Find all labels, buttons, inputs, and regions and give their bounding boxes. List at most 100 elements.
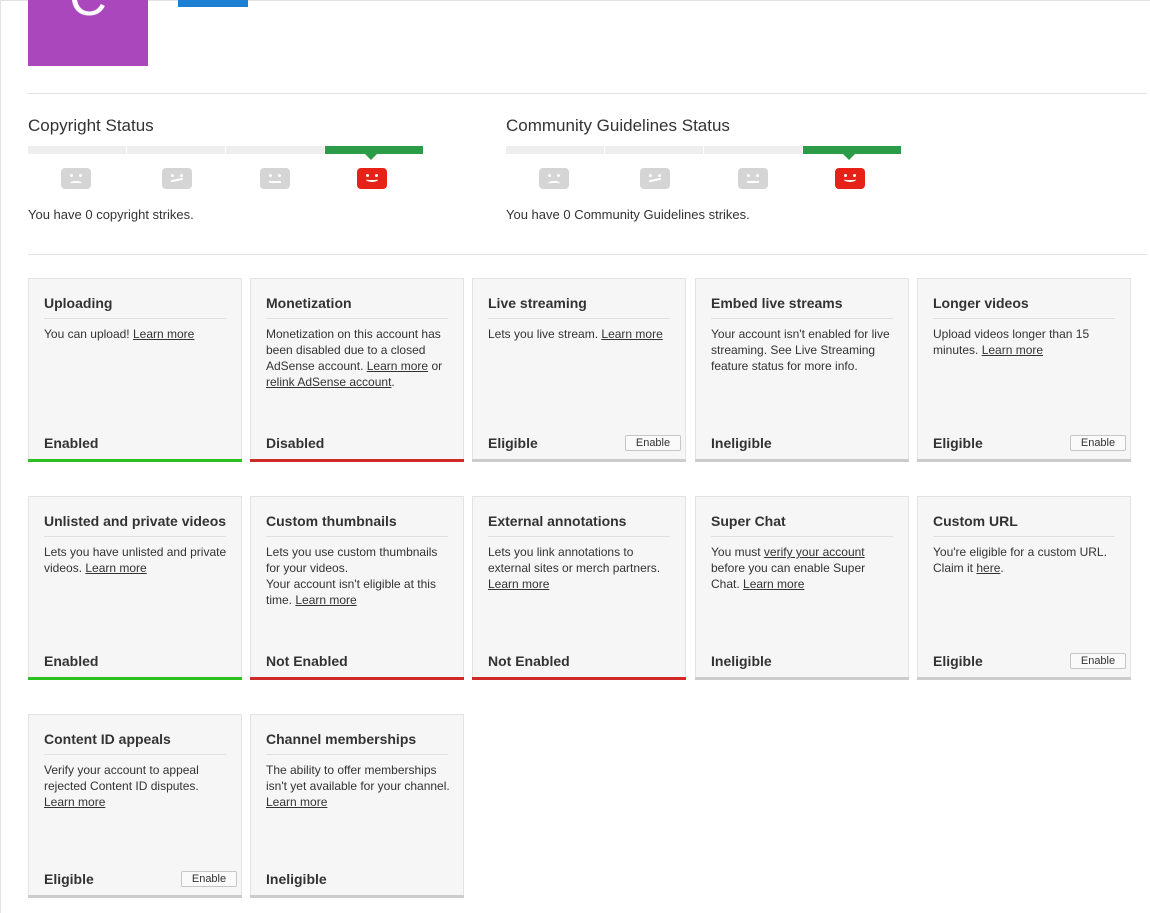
strike-segment	[226, 146, 324, 154]
feature-card-custom-thumbnails: Custom thumbnails Lets you use custom thu…	[250, 496, 464, 680]
strike-segment	[704, 146, 802, 154]
feature-description-text: Lets you have unlisted and private video…	[44, 545, 227, 575]
feature-status: Eligible	[488, 435, 538, 451]
feature-description-text: Monetization on this account has been di…	[266, 327, 441, 373]
status-bar	[917, 459, 1131, 462]
feature-description: Lets you have unlisted and private video…	[44, 544, 229, 576]
feature-description-text: .	[391, 375, 395, 389]
learn-more-link[interactable]: Learn more	[981, 343, 1044, 357]
feature-status: Eligible	[933, 435, 983, 451]
feature-description-text: Upload videos longer than 15 minutes.	[933, 327, 1090, 357]
feature-description: Lets you live stream. Learn more	[488, 326, 673, 342]
status-bar	[695, 459, 909, 462]
strike-segment	[127, 146, 225, 154]
feature-description-text: Lets you link annotations to external si…	[488, 545, 661, 575]
feature-status: Enabled	[44, 435, 99, 451]
feature-title: Unlisted and private videos	[44, 513, 226, 537]
enable-button[interactable]: Enable	[181, 871, 237, 887]
feature-description: Your account isn't enabled for live stre…	[711, 326, 896, 374]
copyright-status-title: Copyright Status	[28, 116, 154, 135]
feature-description: Lets you use custom thumbnails for your …	[266, 544, 451, 608]
enable-button[interactable]: Enable	[1070, 435, 1126, 451]
learn-more-link[interactable]: Learn more	[295, 593, 357, 607]
feature-card-channel-memberships: Channel memberships The ability to offer …	[250, 714, 464, 898]
feature-description-text: or	[428, 359, 443, 373]
channel-action-button[interactable]	[178, 0, 248, 7]
feature-description-text: .	[1000, 561, 1004, 575]
status-bar	[695, 677, 909, 680]
learn-more-link[interactable]: Learn more	[366, 359, 429, 373]
feature-description: The ability to offer memberships isn't y…	[266, 762, 451, 810]
status-bar	[28, 459, 242, 462]
strike-segment	[506, 146, 604, 154]
feature-title: Longer videos	[933, 295, 1115, 319]
section-divider	[28, 254, 1147, 255]
feature-card-embed-live-streams: Embed live streams Your account isn't ena…	[695, 278, 909, 462]
learn-more-link[interactable]: Learn more	[44, 795, 106, 809]
strike-segment	[605, 146, 703, 154]
avatar-letter: C	[28, 0, 148, 24]
community-strike-text: You have 0 Community Guidelines strikes.	[506, 207, 750, 222]
feature-card-external-annotations: External annotations Lets you link annota…	[472, 496, 686, 680]
status-bar	[472, 459, 686, 462]
feature-description: You must verify your account before you …	[711, 544, 896, 592]
feature-description-text: Verify your account to appeal rejected C…	[44, 763, 199, 793]
feature-title: Custom URL	[933, 513, 1115, 537]
feature-title: Content ID appeals	[44, 731, 226, 755]
feature-card-live-streaming: Live streaming Lets you live stream. Lear…	[472, 278, 686, 462]
feature-title: Uploading	[44, 295, 226, 319]
feature-status: Eligible	[44, 871, 94, 887]
sad-face-icon	[61, 168, 91, 189]
learn-more-link[interactable]: Learn more	[743, 577, 805, 591]
feature-description: Lets you link annotations to external si…	[488, 544, 673, 592]
happy-face-icon	[357, 168, 387, 189]
learn-more-link[interactable]: Learn more	[601, 327, 663, 341]
feature-description-text: before you can enable Super Chat.	[711, 561, 866, 591]
feature-description-text: You can upload!	[44, 327, 133, 341]
sad-face-icon	[539, 168, 569, 189]
strike-segment-current	[325, 146, 423, 160]
community-status-title: Community Guidelines Status	[506, 116, 730, 135]
feature-card-uploading: Uploading You can upload! Learn more Enabl…	[28, 278, 242, 462]
feature-description: Monetization on this account has been di…	[266, 326, 451, 390]
learn-more-link[interactable]: Learn more	[488, 577, 550, 591]
feature-card-super-chat: Super Chat You must verify your account b…	[695, 496, 909, 680]
feature-card-custom-url: Custom URL You're eligible for a custom U…	[917, 496, 1131, 680]
strike-segment	[28, 146, 126, 154]
feature-title: External annotations	[488, 513, 670, 537]
here-link[interactable]: here	[976, 561, 1001, 575]
feature-status: Ineligible	[266, 871, 327, 887]
community-guidelines-status: Community Guidelines Status You have 0 C…	[506, 116, 906, 222]
feature-status: Eligible	[933, 653, 983, 669]
feature-title: Channel memberships	[266, 731, 448, 755]
feature-card-content-id-appeals: Content ID appeals Verify your account to…	[28, 714, 242, 898]
enable-button[interactable]: Enable	[1070, 653, 1126, 669]
learn-more-link[interactable]: Learn more	[85, 561, 147, 575]
left-border	[0, 0, 1, 913]
feature-description-text: You must	[711, 545, 764, 559]
meh-face-icon	[640, 168, 670, 189]
feature-title: Monetization	[266, 295, 448, 319]
feature-title: Custom thumbnails	[266, 513, 448, 537]
learn-more-link[interactable]: Learn more	[132, 327, 195, 341]
section-divider	[28, 93, 1147, 94]
feature-title: Live streaming	[488, 295, 670, 319]
feature-card-longer-videos: Longer videos Upload videos longer than 1…	[917, 278, 1131, 462]
status-bar	[250, 459, 464, 462]
copyright-strike-text: You have 0 copyright strikes.	[28, 207, 194, 222]
meh-face-icon	[162, 168, 192, 189]
status-bar	[28, 895, 242, 898]
status-bar	[28, 677, 242, 680]
community-strike-bar	[506, 146, 902, 160]
channel-avatar[interactable]: C	[28, 0, 148, 66]
feature-description: Upload videos longer than 15 minutes. Le…	[933, 326, 1118, 358]
feature-title: Super Chat	[711, 513, 893, 537]
relink-adsense-account-link[interactable]: relink AdSense account	[266, 375, 392, 389]
verify-your-account-link[interactable]: verify your account	[763, 545, 865, 559]
feature-description-text: The ability to offer memberships isn't y…	[266, 763, 450, 793]
strike-segment-current	[803, 146, 901, 160]
status-bar	[917, 677, 1131, 680]
feature-description-text: Your account isn't enabled for live stre…	[711, 327, 890, 373]
learn-more-link[interactable]: Learn more	[266, 795, 328, 809]
enable-button[interactable]: Enable	[625, 435, 681, 451]
